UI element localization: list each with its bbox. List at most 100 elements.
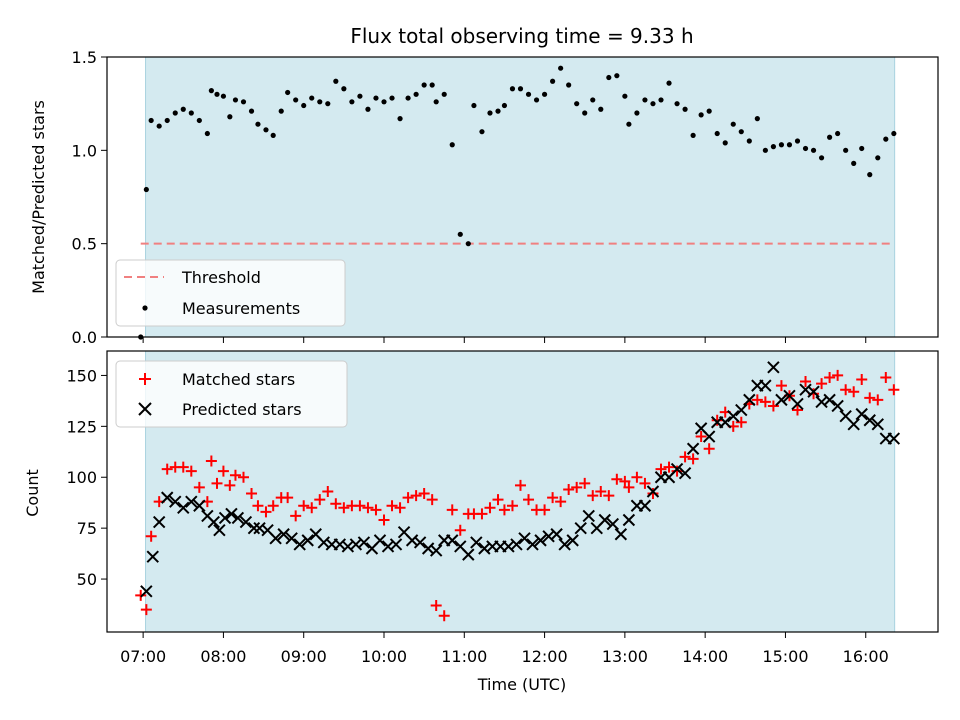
predicted-star-point <box>598 513 612 527</box>
bottom-panel: 50 75 100 125 150 Matched stars Predicted star… <box>66 350 939 638</box>
measurement-point <box>405 95 411 101</box>
matched-star-point <box>856 374 868 386</box>
measurement-point <box>180 106 186 112</box>
x-tick-label: 13:00 <box>602 647 648 666</box>
measurement-point <box>301 102 307 109</box>
measurement-point <box>614 73 620 79</box>
measurement-point <box>827 134 833 140</box>
matched-star-point <box>514 479 526 491</box>
matched-star-point <box>888 384 900 396</box>
measurement-point <box>891 130 897 137</box>
predicted-star-point <box>831 399 844 413</box>
measurement-point <box>706 108 712 114</box>
measurement-point <box>293 97 299 103</box>
top-legend-box <box>115 259 346 327</box>
measurement-point <box>851 160 857 166</box>
legend-matched-swatch <box>139 373 151 385</box>
predicted-star-point <box>389 538 403 551</box>
predicted-star-point <box>231 511 245 525</box>
bottom-frame <box>106 350 939 633</box>
matched-star-point <box>579 477 591 489</box>
matched-star-point <box>671 465 683 477</box>
top-y-tick-label: 1.0 <box>72 141 97 160</box>
matched-star-point <box>547 492 559 504</box>
measurement-point <box>818 155 825 161</box>
predicted-star-point <box>225 507 238 521</box>
predicted-star-point <box>606 517 620 531</box>
matched-star-point <box>430 600 442 612</box>
predicted-star-point <box>534 534 547 547</box>
matched-star-point <box>193 481 205 493</box>
matched-star-point <box>864 392 876 404</box>
matched-star-point <box>623 481 635 493</box>
measurement-point <box>196 117 202 124</box>
predicted-star-point <box>169 495 182 508</box>
matched-star-point <box>735 416 747 428</box>
matched-star-point <box>282 492 294 504</box>
x-tick-label: 11:00 <box>441 647 487 666</box>
predicted-star-point <box>152 515 166 529</box>
top-y-tick-label: 0.5 <box>72 235 97 254</box>
matched-star-point <box>695 431 707 443</box>
matched-star-point <box>378 514 390 526</box>
predicted-star-point <box>767 361 780 374</box>
predicted-star-point <box>719 416 732 429</box>
predicted-star-point <box>887 432 901 445</box>
measurement-point <box>263 127 269 133</box>
matched-star-point <box>260 506 272 518</box>
measurement-point <box>397 116 403 122</box>
matched-star-point <box>418 488 430 500</box>
measurement-point <box>859 145 865 152</box>
measurement-point <box>441 91 447 97</box>
legend-matched-label: Matched stars <box>182 370 295 389</box>
matched-star-point <box>354 500 366 512</box>
matched-star-point <box>314 494 326 506</box>
measurement-point <box>278 108 284 114</box>
measurement-point <box>365 106 371 112</box>
matched-star-point <box>476 508 488 520</box>
predicted-star-point <box>146 550 159 563</box>
predicted-star-point <box>213 523 226 537</box>
measurement-point <box>802 145 809 152</box>
x-tick-label: 08:00 <box>200 647 246 666</box>
predicted-star-point <box>855 407 868 421</box>
measurement-point <box>495 108 501 114</box>
top-frame <box>106 56 939 338</box>
chart-title: Flux total observing time = 9.33 h <box>350 24 693 48</box>
measurement-point <box>606 74 612 81</box>
predicted-star-point <box>193 499 206 512</box>
predicted-star-point <box>177 501 190 514</box>
measurement-point <box>449 142 455 148</box>
top-legend: Threshold Measurements <box>115 259 346 327</box>
measurement-point <box>738 129 744 135</box>
matched-star-point <box>595 486 607 497</box>
measurement-point <box>465 241 471 247</box>
measurement-point <box>255 121 261 127</box>
matched-star-point <box>438 610 450 622</box>
bottom-y-tick-label: 100 <box>66 468 97 487</box>
measurement-point <box>642 97 648 103</box>
x-tick-label: 07:00 <box>120 647 166 666</box>
measurement-point <box>309 95 315 101</box>
predicted-star-point <box>301 534 314 547</box>
matched-star-point <box>687 453 699 465</box>
matched-star-point <box>571 481 583 493</box>
matched-star-point <box>872 394 884 406</box>
measurement-point <box>214 91 220 97</box>
measurement-point <box>762 147 768 153</box>
matched-star-point <box>498 504 510 516</box>
x-tick-label: 12:00 <box>522 647 568 666</box>
measurement-point <box>204 130 210 137</box>
matched-star-point <box>246 488 258 500</box>
matched-star-point <box>563 483 575 495</box>
measurement-point <box>658 97 664 103</box>
matched-star-point <box>211 477 223 489</box>
measurement-point <box>533 97 540 103</box>
measurement-point <box>188 110 194 116</box>
matched-star-point <box>539 504 551 516</box>
matched-star-point <box>362 502 374 514</box>
predicted-star-point <box>518 532 531 545</box>
predicted-star-point <box>759 379 772 392</box>
matched-star-point <box>446 504 458 516</box>
matched-star-point <box>555 496 567 508</box>
